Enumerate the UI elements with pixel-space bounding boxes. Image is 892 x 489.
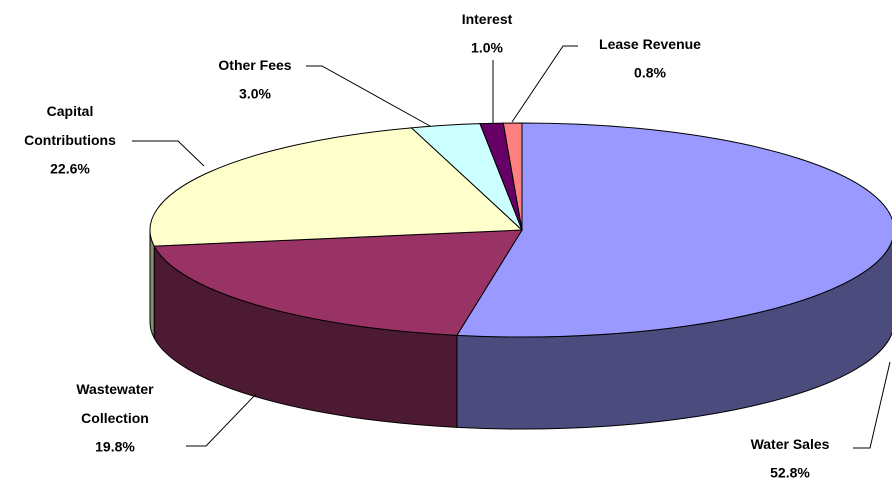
- value-label: 1.0%: [471, 40, 503, 56]
- leader-line: [511, 45, 578, 123]
- pie-slice: [502, 122, 523, 231]
- value-label: 52.8%: [770, 465, 810, 481]
- pie-side: [149, 229, 155, 339]
- slice-label: Capital Contributions: [24, 103, 116, 148]
- value-label: 3.0%: [239, 86, 271, 102]
- pie-slice: [456, 122, 892, 338]
- leader-lines: [132, 45, 891, 449]
- value-label: 0.8%: [634, 65, 666, 81]
- slice-label: Wastewater Collection: [76, 381, 154, 426]
- slice-label: Other Fees: [218, 57, 291, 73]
- leader-line: [132, 140, 205, 167]
- slice-label: Interest: [462, 11, 513, 27]
- value-label: 22.6%: [50, 161, 90, 177]
- pie: [149, 122, 892, 430]
- slice-label: Water Sales: [751, 436, 830, 452]
- slice-label: Lease Revenue: [599, 36, 701, 52]
- leader-line: [853, 361, 891, 449]
- leader-line: [306, 65, 431, 127]
- pie-slice: [153, 229, 523, 336]
- value-label: 19.8%: [95, 439, 135, 455]
- leader-line: [186, 393, 257, 447]
- pie-slice: [149, 127, 524, 247]
